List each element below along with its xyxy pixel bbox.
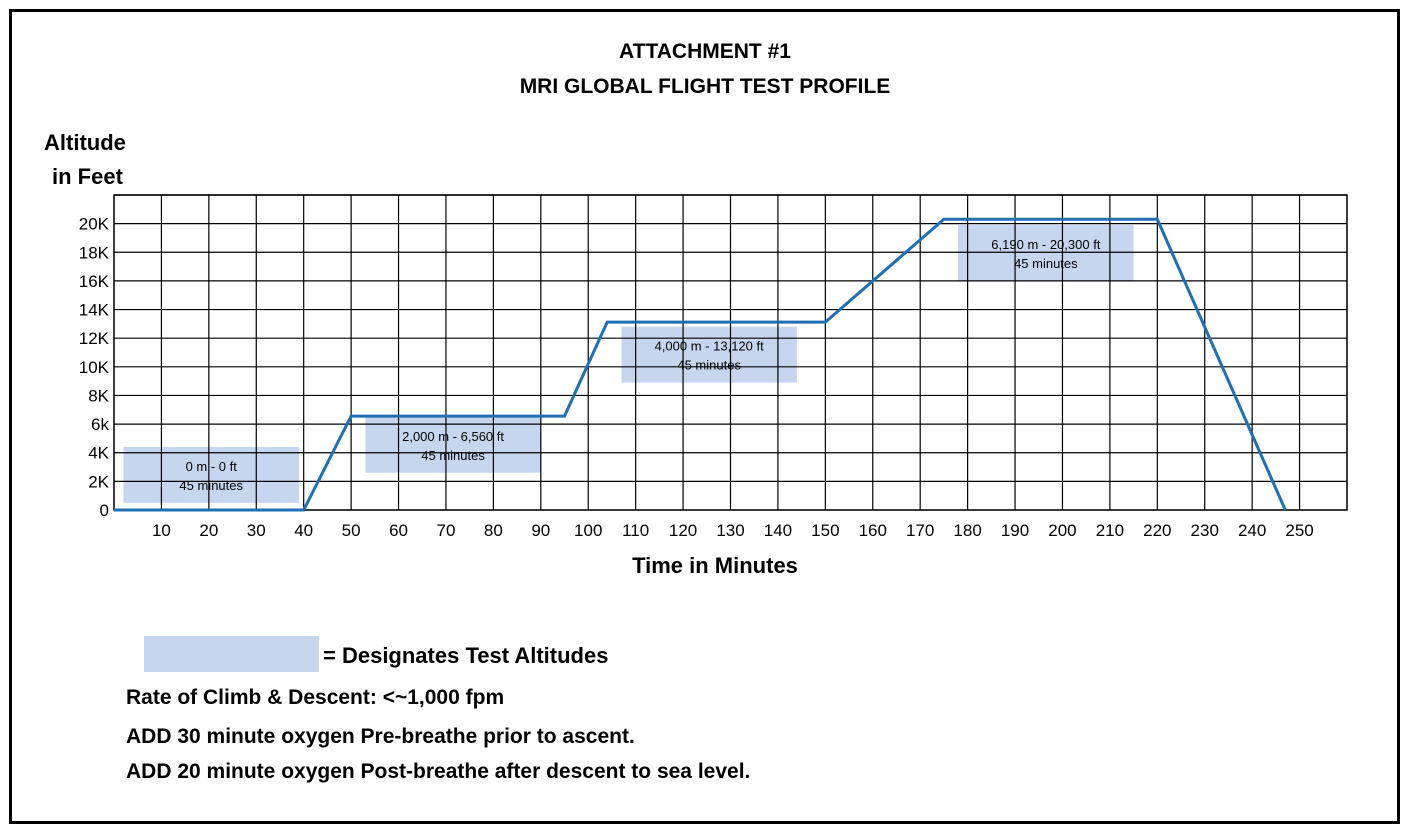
test-altitude-label-3: 6,190 m - 20,300 ft (991, 237, 1101, 252)
test-altitude-duration-0: 45 minutes (179, 478, 243, 493)
y-axis-label-line1: Altitude (44, 130, 126, 155)
x-tick-label: 240 (1238, 521, 1266, 540)
x-tick-label: 140 (764, 521, 792, 540)
test-altitude-box-3 (958, 225, 1134, 281)
x-tick-label: 200 (1048, 521, 1076, 540)
chart-title: MRI GLOBAL FLIGHT TEST PROFILE (519, 75, 891, 98)
test-altitude-label-2: 4,000 m - 13,120 ft (655, 339, 765, 354)
x-tick-label: 210 (1096, 521, 1124, 540)
x-tick-label: 50 (342, 521, 361, 540)
test-altitude-box-2 (621, 326, 797, 383)
x-tick-label: 230 (1191, 521, 1219, 540)
y-tick-label: 4K (88, 444, 109, 463)
y-axis-label: Altitude in Feet (44, 126, 126, 194)
test-altitude-label-0: 0 m - 0 ft (186, 459, 238, 474)
x-tick-label: 40 (294, 521, 313, 540)
y-tick-label: 12K (79, 329, 110, 348)
note-post-breathe: ADD 20 minute oxygen Post-breathe after … (126, 760, 751, 783)
x-tick-label: 160 (859, 521, 887, 540)
y-tick-label: 16K (79, 272, 110, 291)
y-tick-label: 10K (79, 358, 110, 377)
y-tick-label: 6k (91, 415, 109, 434)
x-tick-label: 100 (574, 521, 602, 540)
x-tick-label: 20 (199, 521, 218, 540)
x-tick-label: 90 (531, 521, 550, 540)
x-tick-label: 150 (811, 521, 839, 540)
note-pre-breathe: ADD 30 minute oxygen Pre-breathe prior t… (126, 725, 635, 748)
x-tick-label: 170 (906, 521, 934, 540)
x-tick-label: 180 (953, 521, 981, 540)
y-tick-label: 20K (79, 215, 110, 234)
x-tick-label: 110 (622, 521, 649, 540)
y-axis-label-line2: in Feet (52, 164, 123, 189)
test-altitude-box-1 (365, 416, 541, 473)
legend-text: = Designates Test Altitudes (323, 643, 609, 668)
x-tick-label: 10 (152, 521, 171, 540)
y-tick-label: 2K (88, 472, 109, 491)
x-tick-label: 60 (389, 521, 408, 540)
test-altitude-box-0 (123, 447, 299, 503)
x-tick-label: 70 (437, 521, 456, 540)
plot-border (113, 194, 1348, 511)
y-tick-label: 14K (79, 301, 110, 320)
y-tick-label: 0 (100, 501, 109, 520)
legend-swatch (144, 636, 319, 672)
y-tick-label: 8K (88, 386, 109, 405)
x-tick-label: 130 (716, 521, 744, 540)
page-frame (9, 9, 1400, 824)
x-tick-label: 250 (1285, 521, 1313, 540)
test-altitude-label-1: 2,000 m - 6,560 ft (402, 429, 504, 444)
y-tick-label: 18K (79, 243, 110, 262)
x-tick-label: 120 (669, 521, 697, 540)
test-altitude-duration-3: 45 minutes (1014, 256, 1078, 271)
x-axis-label: Time in Minutes (632, 553, 798, 578)
note-climb-rate: Rate of Climb & Descent: <~1,000 fpm (126, 686, 505, 709)
x-tick-label: 220 (1143, 521, 1171, 540)
x-tick-label: 80 (484, 521, 503, 540)
x-tick-label: 190 (1001, 521, 1029, 540)
altitude-profile-line-0 (114, 217, 1287, 512)
x-tick-label: 30 (247, 521, 266, 540)
page-title: ATTACHMENT #1 (619, 40, 791, 63)
test-altitude-duration-1: 45 minutes (421, 448, 485, 463)
test-altitude-duration-2: 45 minutes (677, 358, 741, 373)
